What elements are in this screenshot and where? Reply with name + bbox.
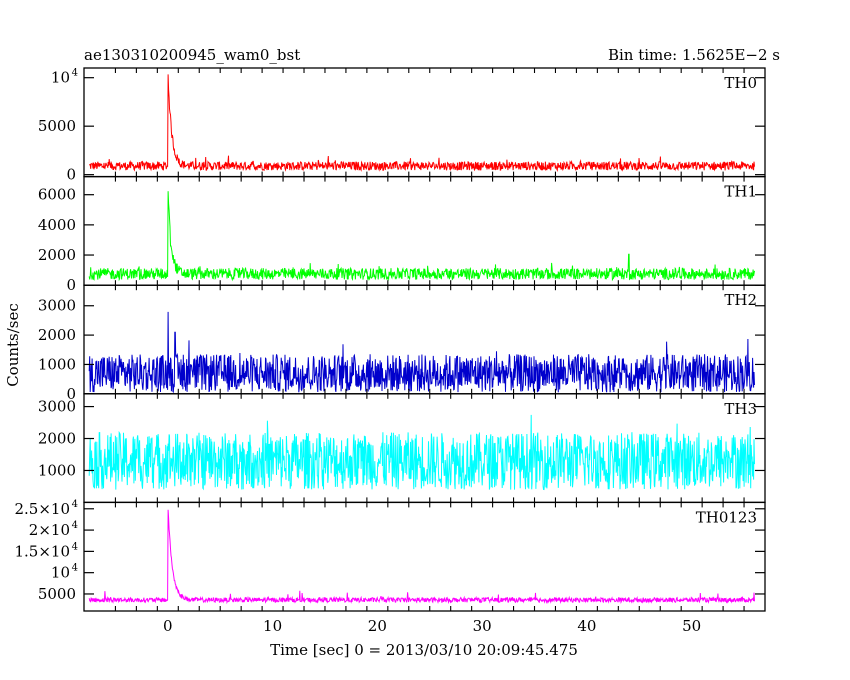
- y-tick-label: 1000: [38, 461, 76, 479]
- x-tick-label: 40: [577, 617, 596, 635]
- panel-frame: [83, 67, 766, 178]
- y-tick-label: 0: [66, 276, 76, 294]
- y-tick-label-exponent: 4: [72, 520, 78, 531]
- x-tick-label: 0: [163, 617, 173, 635]
- series-line-th0: [89, 74, 755, 173]
- y-tick-label: 3000: [38, 297, 76, 315]
- y-tick-label: 2.5×10: [14, 500, 70, 518]
- y-tick-label-exponent: 4: [72, 541, 78, 552]
- y-tick-label: 6000: [38, 186, 76, 204]
- y-tick-label: 10: [51, 69, 70, 87]
- series-line-th2: [88, 311, 755, 394]
- y-tick-label: 4000: [38, 216, 76, 234]
- y-tick-label: 1.5×10: [14, 542, 70, 560]
- x-axis-label: Time [sec] 0 = 2013/03/10 20:09:45.475: [270, 641, 578, 659]
- panel-label-th1: TH1: [724, 183, 757, 201]
- chart-title-left: ae130310200945_wam0_bst: [84, 46, 300, 64]
- y-tick-label-exponent: 4: [72, 563, 78, 574]
- x-tick-label: 30: [473, 617, 492, 635]
- y-tick-label: 2000: [38, 430, 76, 448]
- y-tick-label: 5000: [38, 117, 76, 135]
- panel-label-th2: TH2: [724, 291, 757, 309]
- y-tick-label: 2×10: [29, 521, 70, 539]
- x-tick-label: 20: [368, 617, 387, 635]
- y-tick-label: 0: [66, 166, 76, 184]
- y-tick-label: 2000: [38, 326, 76, 344]
- panel-label-th0123: TH0123: [696, 508, 757, 526]
- y-tick-label: 1000: [38, 355, 76, 373]
- y-tick-label: 10: [51, 564, 70, 582]
- panel-frame: [83, 501, 766, 612]
- y-axis-label: Counts/sec: [4, 303, 22, 387]
- series-line-th3: [88, 414, 755, 491]
- x-tick-label: 10: [263, 617, 282, 635]
- y-tick-label: 2000: [38, 246, 76, 264]
- y-tick-label: 5000: [38, 585, 76, 603]
- x-tick-label: 50: [682, 617, 701, 635]
- panel-label-th3: TH3: [724, 400, 757, 418]
- chart-title-right: Bin time: 1.5625E−2 s: [608, 46, 780, 64]
- series-line-th1: [88, 191, 755, 282]
- panel-label-th0: TH0: [724, 74, 757, 92]
- y-tick-label: 0: [66, 385, 76, 403]
- y-tick-label-exponent: 4: [72, 68, 78, 79]
- y-tick-label: 3000: [38, 398, 76, 416]
- y-tick-label-exponent: 4: [72, 499, 78, 510]
- series-line-th0123: [88, 509, 755, 605]
